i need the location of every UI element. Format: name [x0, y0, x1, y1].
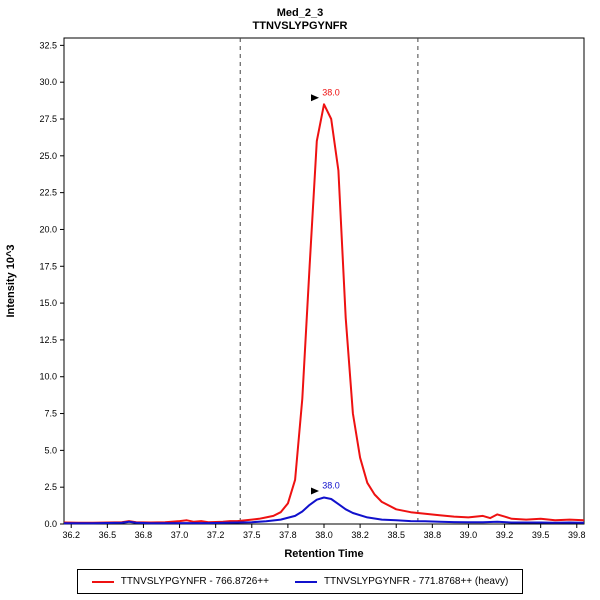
y-tick-label: 20.0	[39, 224, 57, 234]
y-axis-title: Intensity 10^3	[5, 244, 17, 317]
peak-rt-label: 38.0	[322, 480, 340, 490]
y-tick-label: 12.5	[39, 335, 57, 345]
x-tick-label: 36.2	[62, 530, 80, 540]
legend-container: TTNVSLYPGYNFR - 766.8726++ TTNVSLYPGYNFR…	[0, 569, 600, 594]
y-tick-label: 5.0	[44, 445, 57, 455]
y-tick-label: 15.0	[39, 298, 57, 308]
plot-area[interactable]	[63, 37, 585, 525]
y-tick-label: 30.0	[39, 77, 57, 87]
y-tick-label: 2.5	[44, 482, 57, 492]
x-tick-label: 39.5	[532, 530, 550, 540]
series-line-heavy	[64, 496, 585, 525]
y-tick-label: 32.5	[39, 40, 57, 50]
plot-svg[interactable]: 0.0 2.5 5.0 7.5 10.0 12.5 15.0 17.5 20.0 22.5 25.0…	[0, 32, 600, 562]
y-tick-label: 25.0	[39, 151, 57, 161]
x-tick-label: 38.0	[315, 530, 333, 540]
x-tick-label: 38.8	[424, 530, 442, 540]
y-tick-label: 10.0	[39, 372, 57, 382]
y-tick-label: 7.5	[44, 409, 57, 419]
legend-label-light: TTNVSLYPGYNFR - 766.8726++	[120, 576, 269, 587]
legend-item-heavy: TTNVSLYPGYNFR - 771.8768++ (heavy)	[294, 576, 509, 587]
peak-marker-icon	[311, 487, 319, 495]
x-axis-title: Retention Time	[284, 548, 363, 560]
x-tick-label: 38.5	[387, 530, 405, 540]
y-tick-label: 22.5	[39, 188, 57, 198]
legend-label-heavy: TTNVSLYPGYNFR - 771.8768++ (heavy)	[323, 576, 509, 587]
x-tick-label: 36.8	[135, 530, 153, 540]
x-tick-label: 37.2	[207, 530, 225, 540]
x-tick-label: 36.5	[99, 530, 117, 540]
x-tick-label: 39.0	[460, 530, 478, 540]
legend-item-light: TTNVSLYPGYNFR - 766.8726++	[91, 576, 269, 587]
legend: TTNVSLYPGYNFR - 766.8726++ TTNVSLYPGYNFR…	[76, 569, 524, 594]
x-tick-label: 37.8	[279, 530, 297, 540]
y-tick-label: 27.5	[39, 114, 57, 124]
series-line-light	[63, 103, 585, 524]
x-tick-label: 39.8	[568, 530, 586, 540]
x-tick-label: 39.2	[496, 530, 514, 540]
red-line-swatch	[91, 580, 114, 583]
x-tick-label: 37.0	[171, 530, 189, 540]
peak-rt-label: 38.0	[322, 87, 340, 97]
chart-subtitle: TTNVSLYPGYNFR	[252, 20, 348, 32]
blue-line-swatch	[294, 580, 317, 583]
y-tick-label: 17.5	[39, 261, 57, 271]
chart-title: Med_2_3	[276, 7, 324, 19]
x-tick-label: 38.2	[351, 530, 369, 540]
peak-marker-icon	[311, 94, 319, 102]
chart-title-block: Med_2_3 TTNVSLYPGYNFR	[0, 0, 600, 32]
x-tick-label: 37.5	[243, 530, 261, 540]
y-tick-label: 0.0	[44, 519, 57, 529]
